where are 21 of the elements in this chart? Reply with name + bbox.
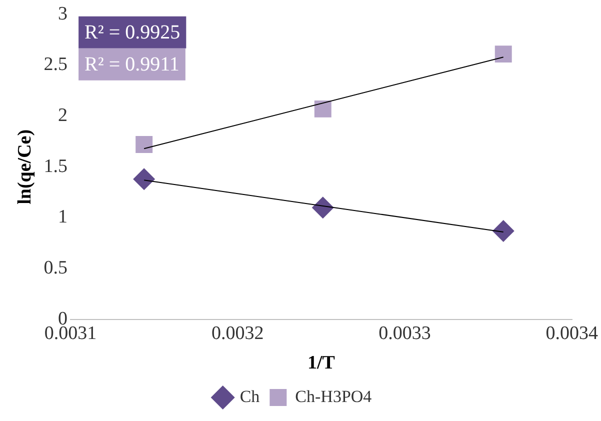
x-axis-title: 1/T <box>307 352 336 374</box>
y-tick-label: 0.5 <box>44 258 68 279</box>
y-tick-label: 2.5 <box>44 54 68 76</box>
point <box>494 46 512 63</box>
y-tick-label: 1 <box>58 206 68 228</box>
y-tick-label: 1.5 <box>44 156 68 177</box>
point <box>312 196 334 219</box>
annotation: R² = 0.9911 <box>84 54 180 76</box>
x-tick-label: 0.0033 <box>378 322 431 344</box>
annotation: R² = 0.9925 <box>84 22 180 44</box>
point <box>314 100 332 118</box>
y-axis-title: ln(qe/Ce) <box>14 129 36 204</box>
y-tick-label: 2 <box>58 105 68 126</box>
legend-label: Ch <box>240 386 260 406</box>
x-tick-label: 0.0032 <box>212 322 264 344</box>
point <box>136 136 153 154</box>
point <box>492 220 514 242</box>
legend-label: Ch-H3PO4 <box>295 386 372 406</box>
x-tick-label: 0.0034 <box>546 322 598 344</box>
point <box>133 168 156 190</box>
y-tick-label: 3 <box>58 3 68 24</box>
